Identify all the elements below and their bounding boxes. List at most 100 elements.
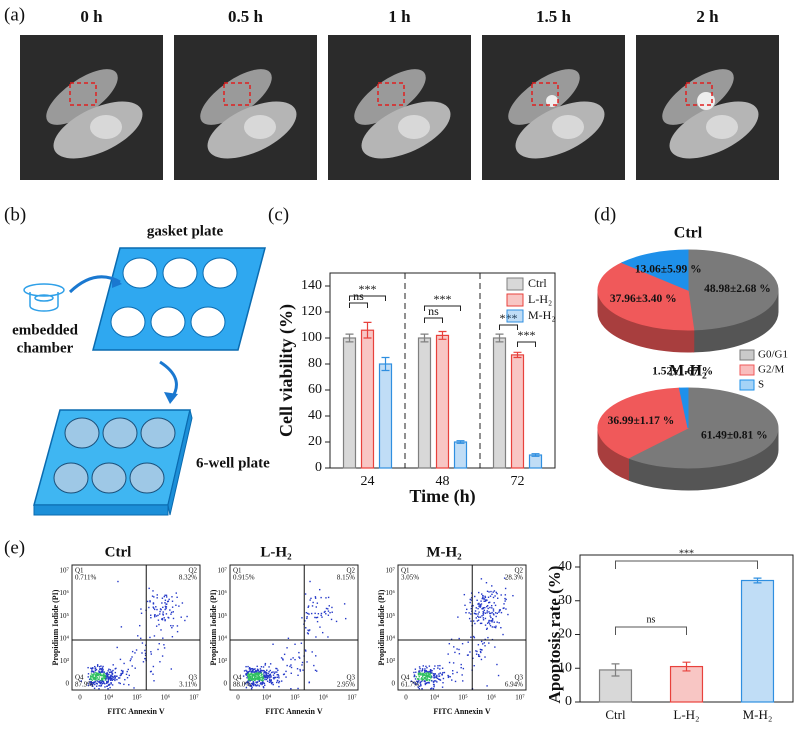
event-dot	[343, 603, 346, 605]
event-dot	[477, 619, 480, 621]
event-dot	[280, 680, 283, 682]
event-dot	[149, 600, 151, 602]
event-dot	[314, 597, 317, 599]
event-dot	[121, 672, 124, 675]
event-dot	[91, 681, 94, 684]
event-dot	[123, 662, 125, 665]
legend-swatch	[739, 349, 755, 361]
event-dot	[159, 608, 162, 610]
event-dot	[114, 679, 116, 682]
event-dot	[256, 677, 259, 680]
event-dot	[257, 669, 259, 671]
event-dot	[97, 673, 99, 675]
event-dot	[454, 680, 457, 683]
event-dot	[478, 591, 480, 594]
cell	[354, 69, 426, 125]
event-dot	[263, 676, 265, 678]
x-tick-label: 0	[236, 694, 240, 702]
event-dot	[264, 671, 267, 673]
pie-slice	[597, 262, 695, 331]
event-dot	[422, 673, 424, 676]
event-dot	[485, 599, 487, 601]
event-dot	[251, 670, 254, 673]
event-dot	[170, 611, 173, 614]
event-dot	[500, 594, 502, 596]
event-dot	[489, 625, 492, 627]
event-dot	[424, 668, 426, 670]
event-dot	[98, 666, 101, 668]
event-dot	[422, 672, 425, 675]
error-bar	[381, 356, 390, 372]
event-dot	[441, 686, 444, 688]
event-dot	[264, 678, 266, 681]
event-dot	[423, 674, 425, 677]
event-dot	[502, 633, 504, 636]
panel-label: (d)	[594, 204, 616, 225]
event-dot	[432, 673, 435, 675]
event-dot	[430, 675, 432, 677]
quadrant-name: Q2	[346, 567, 355, 575]
event-dot	[246, 670, 248, 673]
event-dot	[109, 669, 112, 671]
event-dot	[491, 618, 494, 620]
plot-title: Ctrl	[105, 544, 132, 560]
event-dot	[99, 682, 102, 685]
event-dot	[249, 676, 251, 679]
y-tick-label: 10⁶	[386, 589, 396, 597]
significance-bracket	[517, 341, 536, 347]
event-dot	[331, 606, 333, 609]
x-axis-title: FITC Annexin V	[433, 707, 490, 716]
event-dot	[323, 611, 326, 613]
event-dot	[176, 596, 178, 599]
quadrant-name: Q2	[188, 567, 197, 575]
event-dot	[276, 679, 279, 682]
error-bar	[345, 333, 354, 343]
event-dot	[495, 625, 497, 627]
event-dot	[99, 668, 102, 670]
significance-label: ***	[679, 548, 694, 559]
event-dot	[484, 645, 486, 647]
pie-title: Ctrl	[674, 225, 703, 242]
event-dot	[269, 680, 271, 682]
x-tick-label: 48	[436, 474, 450, 489]
event-dot	[270, 679, 272, 681]
event-dot	[310, 597, 312, 600]
event-dot	[129, 659, 132, 662]
event-dot	[252, 673, 255, 675]
event-dot	[110, 674, 112, 676]
event-dot	[418, 680, 420, 682]
event-dot	[100, 684, 103, 687]
event-dot	[478, 655, 480, 657]
event-dot	[423, 680, 425, 682]
event-dot	[429, 672, 431, 674]
event-dot	[290, 664, 292, 666]
event-dot	[92, 682, 94, 684]
y-tick-label: 0	[315, 460, 322, 475]
event-dot	[272, 683, 274, 686]
event-dot	[432, 688, 435, 690]
event-dot	[504, 587, 507, 590]
x-tick-label: 24	[361, 474, 375, 489]
event-dot	[256, 668, 259, 670]
event-dot	[262, 666, 265, 668]
event-dot	[120, 672, 122, 675]
event-dot	[103, 671, 105, 673]
time-label: 2 h	[696, 7, 719, 26]
event-dot	[163, 644, 165, 646]
event-dot	[298, 656, 300, 658]
quadrant-name: Q4	[233, 674, 242, 682]
event-dot	[481, 607, 483, 610]
event-dot	[491, 593, 493, 596]
event-dot	[119, 682, 121, 685]
event-dot	[417, 681, 419, 684]
event-dot	[494, 646, 496, 648]
event-dot	[447, 675, 450, 677]
event-dot	[270, 680, 272, 682]
event-dot	[255, 685, 258, 687]
event-dot	[483, 642, 486, 644]
event-dot	[465, 611, 467, 614]
event-dot	[90, 667, 92, 669]
event-dot	[316, 670, 318, 672]
event-dot	[419, 673, 421, 675]
event-dot	[479, 650, 482, 653]
